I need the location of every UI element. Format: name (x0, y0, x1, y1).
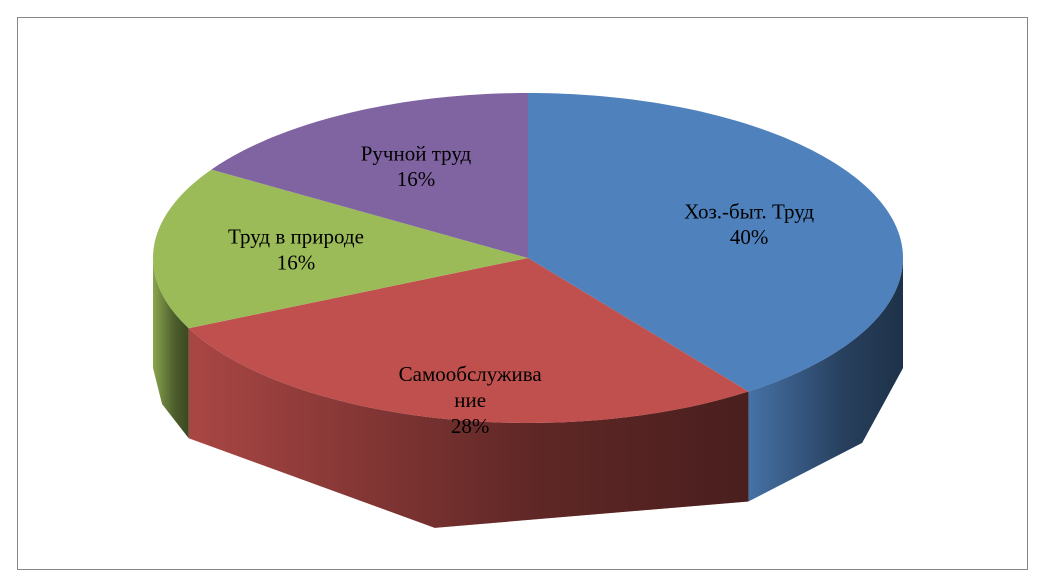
slice-value-label: 40% (730, 225, 769, 249)
slice-side-shade (153, 258, 189, 439)
slice (188, 258, 749, 423)
slice-value-label: 28% (451, 414, 490, 438)
slice-side-shade (748, 258, 903, 502)
slice (153, 169, 528, 329)
slice-value-label: 16% (277, 250, 316, 274)
slice-label: Труд в природе (228, 224, 364, 248)
slice-value-label: 16% (397, 167, 436, 191)
slice-side-shade (188, 328, 749, 528)
slice (528, 93, 903, 392)
slice (211, 93, 528, 258)
slice-label: Ручной труд (361, 141, 472, 165)
slice-label: Самообслужива ние (399, 362, 543, 412)
slice-label: Хоз.-быт. Труд (684, 199, 814, 223)
